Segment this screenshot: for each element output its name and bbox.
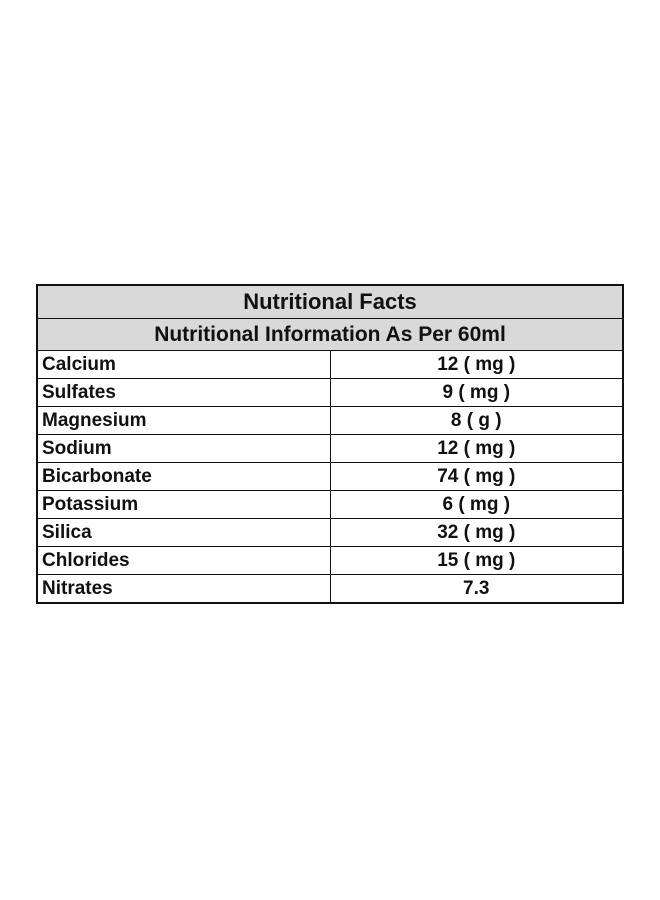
nutrient-value: 15 ( mg ) — [329, 546, 624, 575]
table-subtitle: Nutritional Information As Per 60ml — [36, 318, 624, 351]
table-row: Silica 32 ( mg ) — [36, 518, 624, 547]
nutrient-name: Sulfates — [36, 378, 331, 407]
table-title: Nutritional Facts — [36, 284, 624, 319]
nutrient-name: Chlorides — [36, 546, 331, 575]
nutrient-value: 12 ( mg ) — [329, 434, 624, 463]
table-row: Chlorides 15 ( mg ) — [36, 546, 624, 575]
nutrient-value: 12 ( mg ) — [329, 350, 624, 379]
nutrient-name: Potassium — [36, 490, 331, 519]
table-row: Potassium 6 ( mg ) — [36, 490, 624, 519]
nutrient-name: Bicarbonate — [36, 462, 331, 491]
nutrient-name: Magnesium — [36, 406, 331, 435]
nutrient-value: 8 ( g ) — [329, 406, 624, 435]
nutrient-value: 9 ( mg ) — [329, 378, 624, 407]
nutrient-name: Silica — [36, 518, 331, 547]
nutrient-value: 74 ( mg ) — [329, 462, 624, 491]
nutrient-value: 6 ( mg ) — [329, 490, 624, 519]
table-row: Sulfates 9 ( mg ) — [36, 378, 624, 407]
nutrient-value: 7.3 — [329, 574, 624, 604]
table-row: Calcium 12 ( mg ) — [36, 350, 624, 379]
table-row: Magnesium 8 ( g ) — [36, 406, 624, 435]
table-row: Nitrates 7.3 — [36, 574, 624, 604]
nutrient-name: Nitrates — [36, 574, 331, 604]
nutrition-table: Nutritional Facts Nutritional Informatio… — [36, 284, 624, 604]
nutrient-name: Sodium — [36, 434, 331, 463]
table-row: Bicarbonate 74 ( mg ) — [36, 462, 624, 491]
nutrient-value: 32 ( mg ) — [329, 518, 624, 547]
table-row: Sodium 12 ( mg ) — [36, 434, 624, 463]
nutrient-name: Calcium — [36, 350, 331, 379]
